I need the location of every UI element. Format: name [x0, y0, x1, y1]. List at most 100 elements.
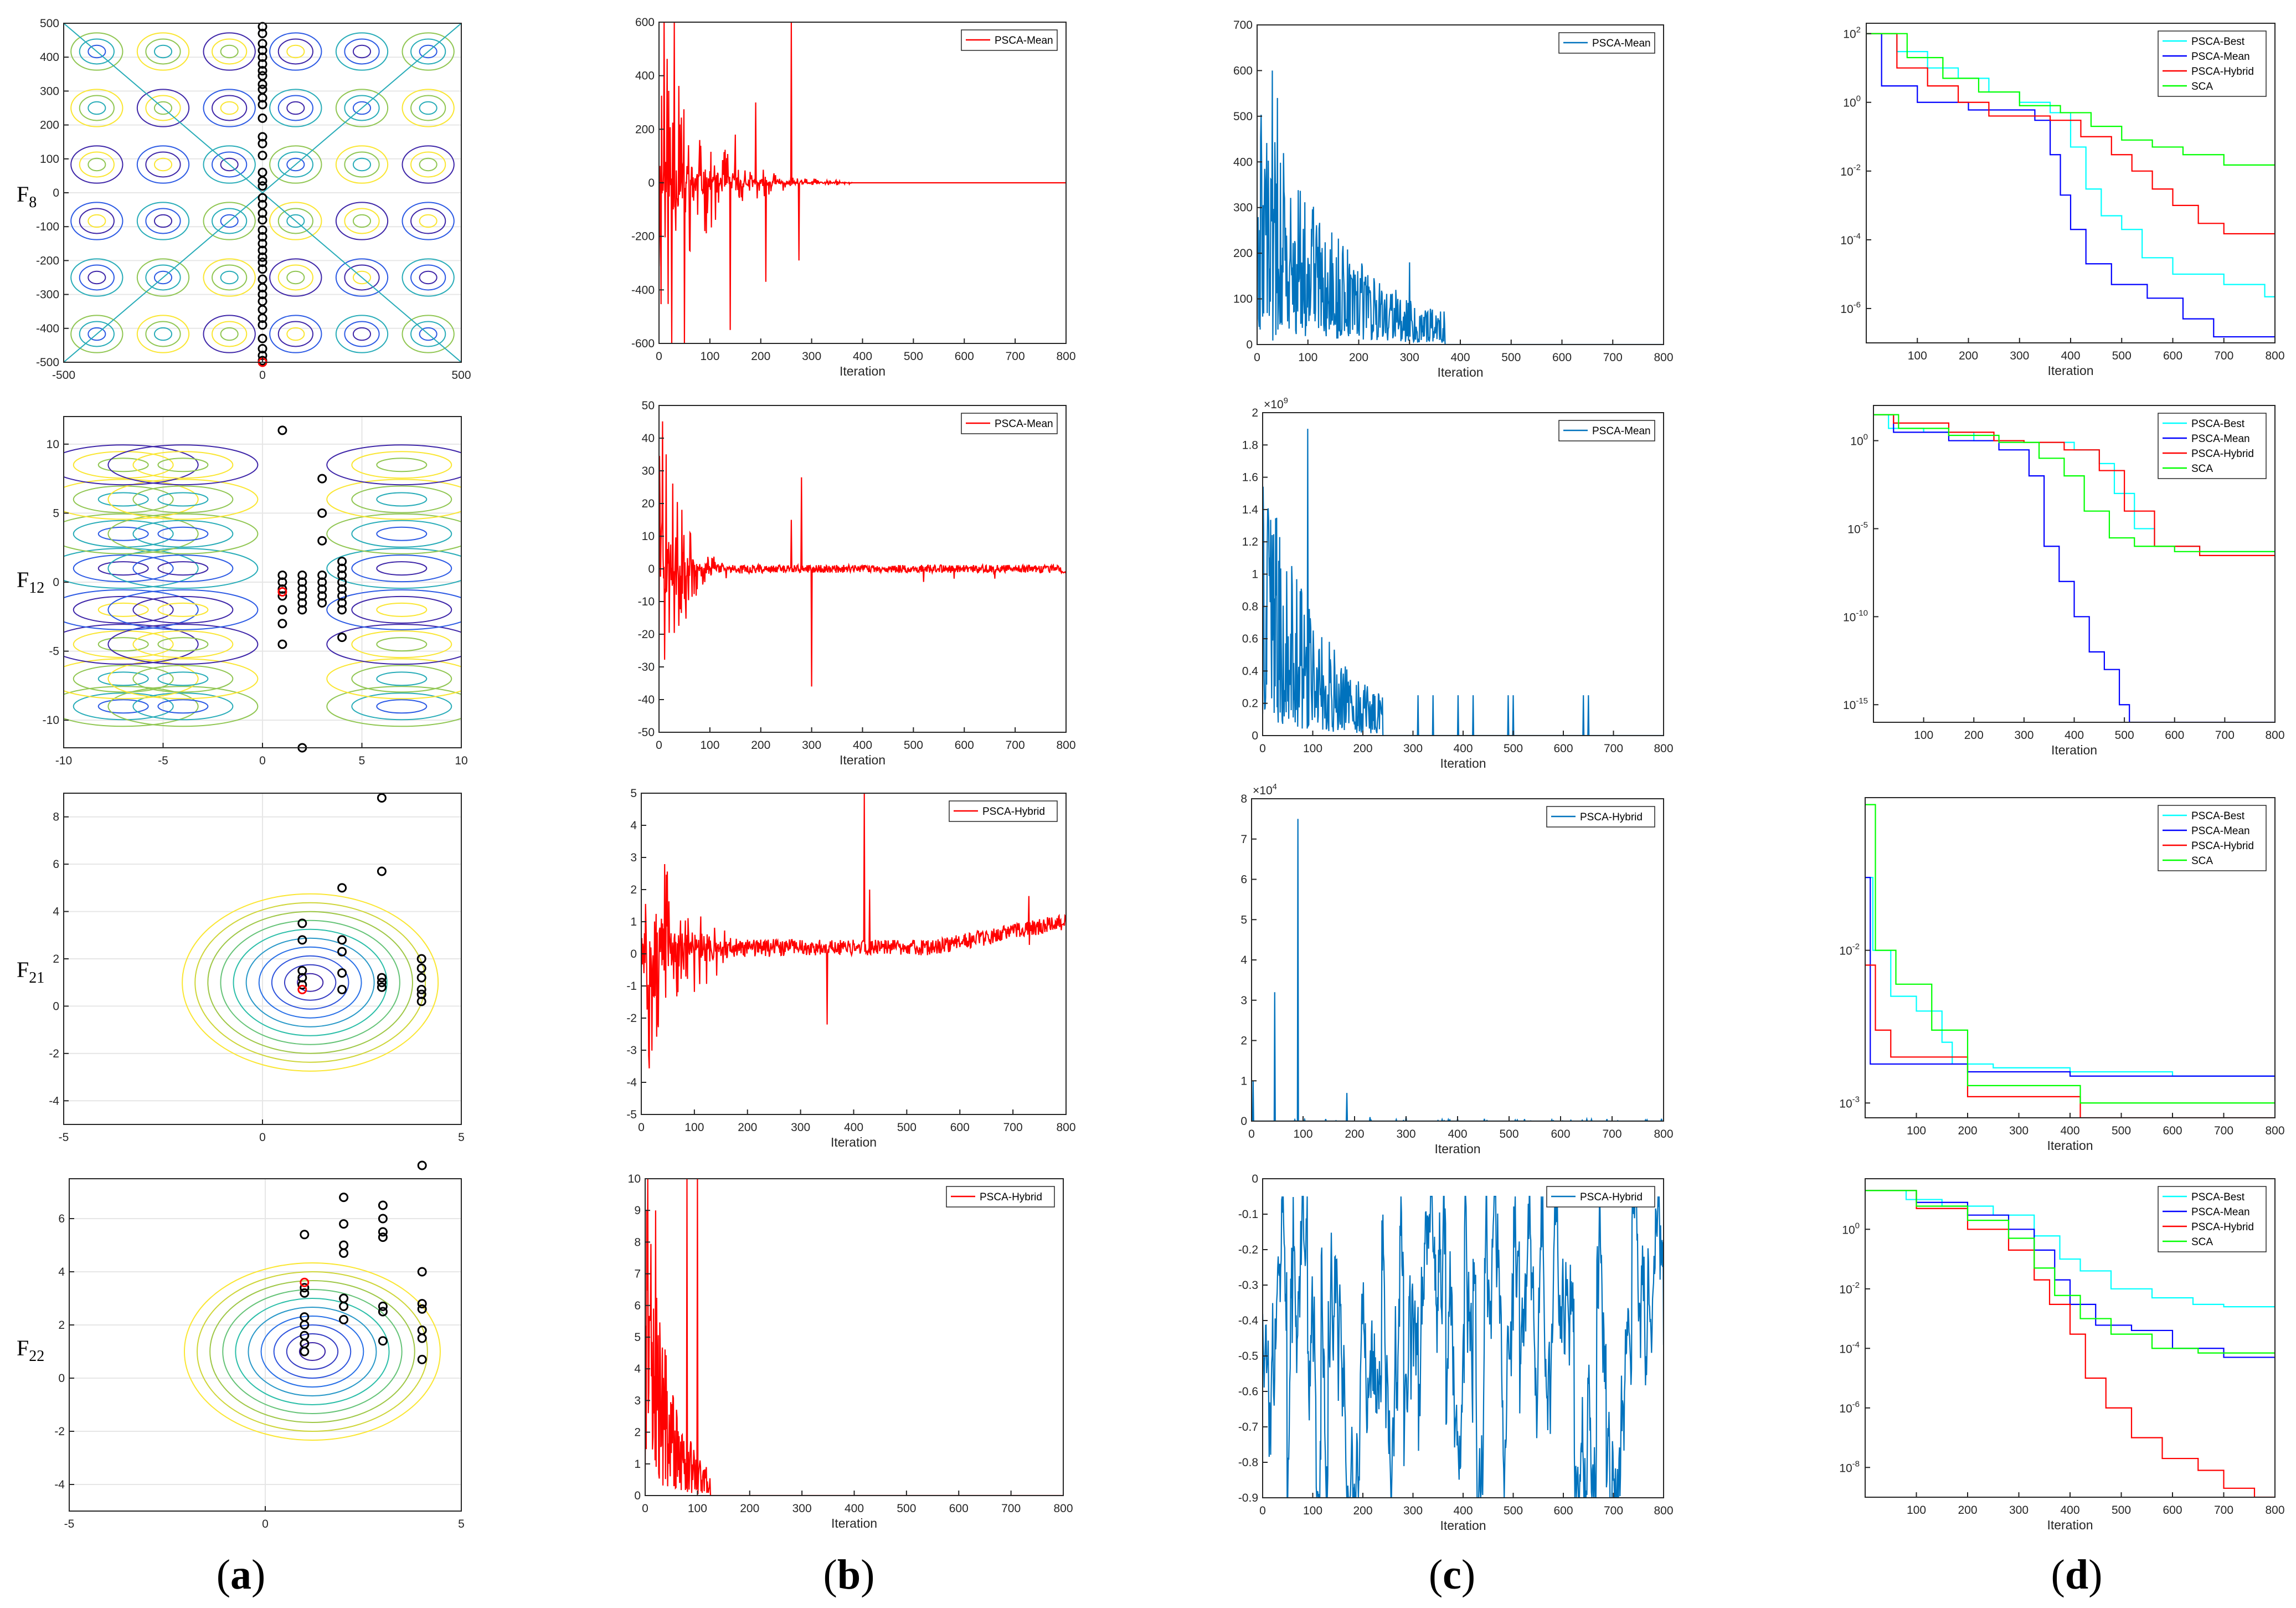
y-tick-label: 2	[1240, 1035, 1247, 1047]
contour-line	[70, 315, 123, 353]
search-agent-point	[258, 245, 267, 255]
x-tick-label: 700	[1603, 351, 1623, 364]
contour-line	[220, 919, 400, 1045]
contour-line	[153, 101, 173, 115]
column-label-a: (a)	[217, 1552, 266, 1598]
contour-line	[132, 520, 234, 548]
y-tick-label: -400	[36, 322, 59, 335]
contour-line	[352, 101, 372, 115]
best-point	[277, 587, 287, 597]
panel-b2: 0 100 200 300 400 500 600 700 800-50-40-30-20-10…	[638, 399, 1076, 767]
contour-line	[351, 630, 452, 659]
search-agent-point	[258, 215, 267, 225]
x-tick-label: 600	[1553, 742, 1573, 755]
legend-box	[949, 800, 1058, 822]
panel-a2: -10 -5 0 5 10 -10 -5 0 5 10	[43, 416, 468, 767]
contour-line	[203, 32, 256, 71]
y-tick-label: 400	[40, 51, 59, 64]
x-tick-label: 500	[1504, 1504, 1523, 1517]
y-tick-label: 0	[630, 948, 637, 960]
contour-line	[70, 202, 123, 240]
contour-line	[64, 513, 199, 554]
contour-line	[136, 202, 190, 240]
contour-line	[410, 38, 446, 65]
contour-line	[64, 624, 199, 665]
contour-line	[419, 101, 437, 115]
contour-line	[70, 145, 123, 184]
x-tick-label: 300	[2010, 350, 2029, 362]
search-agent-point	[300, 1288, 310, 1298]
x-tick-label: 300	[2009, 1124, 2029, 1137]
legend: PSCA-Hybrid	[1546, 1186, 1655, 1208]
search-agent-point	[416, 973, 426, 983]
y-tick-label: 5	[630, 787, 637, 800]
x-axis-label: Iteration	[831, 1516, 877, 1530]
y-tick-label: 0.2	[1242, 697, 1258, 710]
search-agent-point	[258, 344, 267, 354]
x-tick-label: 500	[2115, 729, 2134, 742]
x-tick-label: 300	[791, 1121, 810, 1134]
y-tick-label: -10	[43, 714, 59, 727]
search-agent-point	[378, 1307, 388, 1317]
x-tick-label: 5	[458, 1131, 465, 1144]
legend-entry: PSCA-Hybrid	[980, 1191, 1042, 1203]
x-tick-label: 100	[1907, 1504, 1926, 1517]
y-tick-label: 500	[40, 17, 59, 30]
contour-line	[87, 44, 106, 59]
series-line	[1866, 33, 2275, 338]
search-agent-point	[258, 282, 267, 292]
contour-line	[157, 561, 209, 576]
search-agent-point	[258, 193, 267, 203]
contour-line	[271, 955, 349, 1010]
contour-line	[73, 451, 174, 479]
y-tick-label: 300	[1233, 202, 1253, 214]
x-tick-label: 400	[2065, 729, 2084, 742]
contour-line	[183, 1262, 441, 1441]
x-tick-label: 200	[1353, 1504, 1372, 1517]
x-tick-label: 700	[1006, 350, 1025, 363]
x-tick-label: 300	[1403, 742, 1423, 755]
y-tick-label: 8	[1240, 793, 1247, 805]
contour-line	[277, 95, 313, 121]
best-point	[300, 1277, 310, 1287]
x-tick-label: 100	[700, 350, 719, 363]
contour-line	[419, 214, 437, 228]
column-label-d: (d)	[2051, 1552, 2103, 1598]
search-agent-point	[378, 1232, 388, 1242]
search-agent-point	[417, 1299, 427, 1309]
contour-line	[401, 202, 455, 240]
x-tick-label: 400	[2061, 350, 2080, 362]
contour-line	[410, 151, 446, 178]
contour-line	[203, 89, 256, 127]
contour-line	[401, 315, 455, 353]
panel-c3: 0 100 200 300 400 500 600 700 800 0 1 2 3 4 5 6 7 8 ×104 It…	[1240, 782, 1673, 1156]
contour-line	[145, 38, 181, 65]
y-tick-label: 0	[53, 1000, 59, 1013]
legend: PSCA-Best PSCA-Mean PSCA-Hybrid SCA	[2158, 413, 2267, 479]
contour-line	[376, 637, 428, 652]
y-tick-label: -20	[638, 628, 655, 641]
search-agent-point	[337, 968, 347, 978]
y-tick-label: -3	[626, 1044, 637, 1057]
x-tick-label: 800	[1654, 1504, 1673, 1517]
search-agent-point	[378, 1336, 388, 1346]
x-tick-label: 5	[458, 1518, 465, 1530]
y-tick-label: 1	[1252, 568, 1258, 581]
contour-line	[97, 492, 149, 507]
y-tick-label: -2	[54, 1425, 65, 1438]
y-tick-label: -200	[36, 254, 59, 267]
contour-line	[203, 202, 256, 240]
x-tick-label: 600	[1551, 1128, 1570, 1141]
x-tick-label: 800	[2265, 1504, 2284, 1517]
search-agent-point	[417, 1160, 427, 1170]
contour-line	[107, 548, 259, 589]
x-tick-label: 0	[656, 350, 662, 363]
legend-entry: SCA	[2191, 463, 2213, 475]
search-agent-point	[337, 584, 347, 594]
x-tick-label: -500	[52, 369, 75, 382]
y-tick-label: -4	[626, 1076, 637, 1089]
row-labels: F8 F12 F21 F22	[17, 182, 44, 1365]
contour-line	[419, 327, 437, 341]
search-agent-point	[258, 320, 267, 330]
y-tick-label: 10-3	[1839, 1095, 1860, 1110]
